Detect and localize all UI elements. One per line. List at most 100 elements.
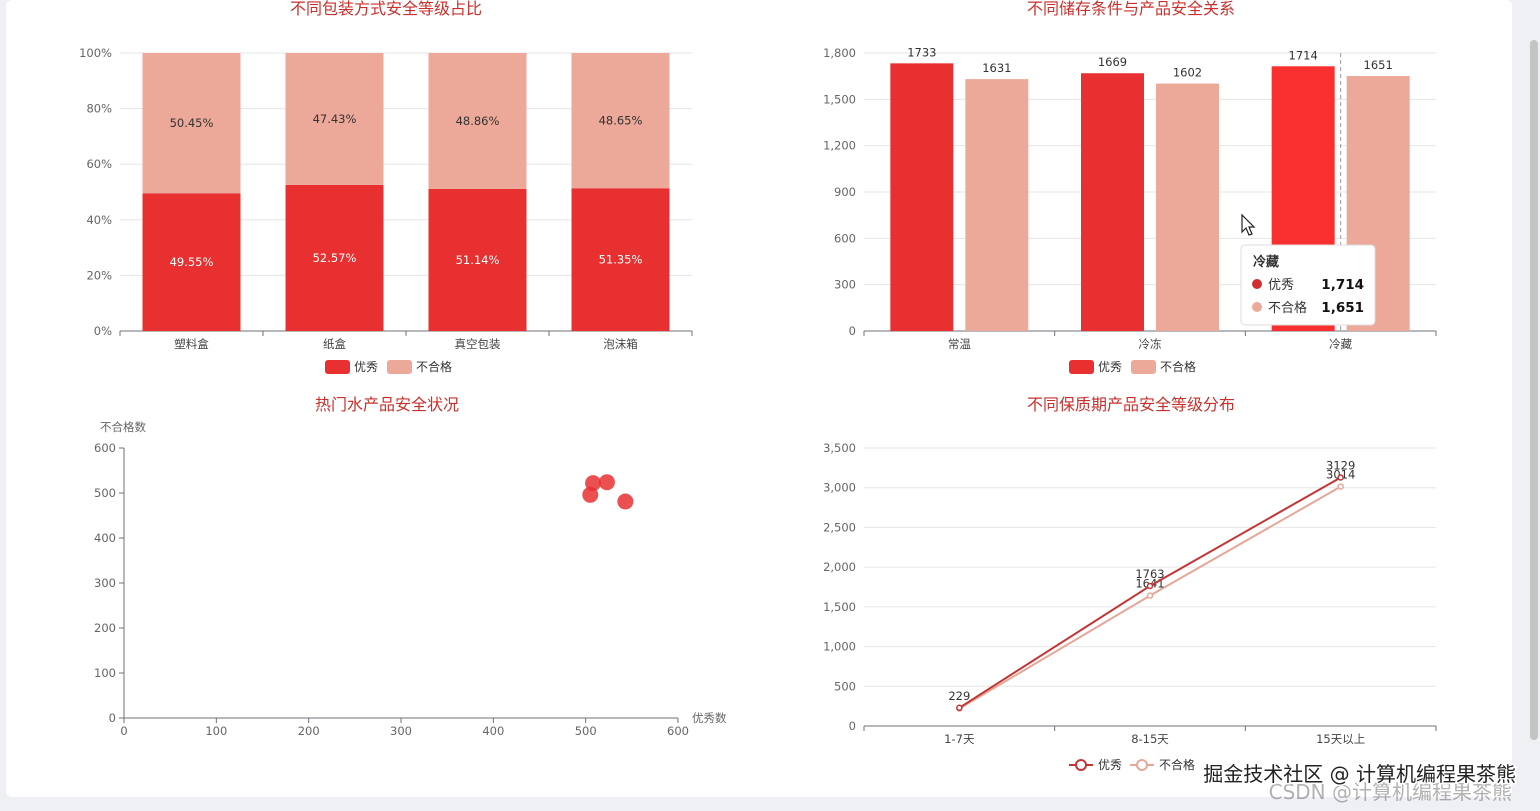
- watermark-juejin: 掘金技术社区 @ 计算机编程果茶熊: [1203, 762, 1516, 786]
- x-tick-label: 泡沫箱: [603, 337, 638, 351]
- data-label-excellent: 51.35%: [599, 253, 643, 267]
- data-label-fail: 1651: [1364, 58, 1393, 72]
- y-tick-label: 40%: [86, 213, 112, 227]
- data-label-excellent: 229: [948, 689, 970, 703]
- legend-fail-label: 不合格: [1159, 757, 1195, 772]
- chart-shelf-life: 不同保质期产品安全等级分布 0 500 1,000 1,500 2,000 2,500 3,0…: [823, 395, 1437, 772]
- data-label-fail: 47.43%: [313, 112, 357, 126]
- x-tick-label: 100: [205, 724, 227, 738]
- data-label-excellent: 1733: [907, 45, 936, 59]
- legend-excellent-label: 优秀: [1098, 360, 1122, 374]
- y-tick-label: 3,000: [823, 481, 856, 495]
- data-label-excellent: 1763: [1135, 567, 1164, 581]
- scatter-point: [582, 486, 599, 503]
- legend-excellent-label: 优秀: [1098, 758, 1122, 772]
- line-point: [1337, 483, 1344, 490]
- data-label-excellent: 3129: [1326, 458, 1355, 472]
- bar-fail: [965, 79, 1029, 332]
- data-label-fail: 48.86%: [456, 114, 500, 128]
- y-tick-label: 0: [109, 711, 116, 725]
- tooltip-series-value: 1,651: [1321, 300, 1364, 316]
- data-label-fail: 48.65%: [599, 114, 643, 128]
- tooltip-title: 冷藏: [1253, 254, 1279, 270]
- x-tick-label: 200: [298, 724, 320, 738]
- y-tick-label: 3,500: [823, 441, 856, 455]
- tooltip-series-name: 优秀: [1268, 278, 1294, 293]
- bar-excellent: [428, 188, 527, 331]
- x-tick-label: 15天以上: [1316, 732, 1365, 746]
- bar-fail: [571, 53, 670, 189]
- chart-seafood-title: 热门水产品安全状况: [315, 395, 459, 414]
- line-point: [1337, 474, 1344, 481]
- y-tick-label: 900: [834, 185, 856, 199]
- bar-fail: [285, 53, 384, 185]
- x-tick-label: 常温: [948, 337, 971, 351]
- x-tick-label: 1-7天: [944, 732, 975, 746]
- x-tick-label: 8-15天: [1131, 732, 1169, 746]
- tooltip-box: [1240, 244, 1376, 326]
- bar-excellent: [571, 188, 670, 331]
- scatter-point: [617, 493, 634, 510]
- legend-excellent-label: 优秀: [354, 360, 378, 374]
- bar-excellent: [285, 184, 384, 331]
- y-tick-label: 0%: [94, 324, 112, 338]
- chart-shelf-life-title: 不同保质期产品安全等级分布: [1027, 395, 1235, 414]
- x-tick-label: 塑料盒: [174, 337, 209, 351]
- x-tick-label: 冷藏: [1329, 337, 1352, 351]
- x-tick-label: 400: [482, 724, 504, 738]
- tooltip-series-name: 不合格: [1268, 300, 1307, 316]
- y-tick-label: 500: [834, 679, 856, 693]
- y-tick-label: 400: [94, 531, 116, 545]
- y-tick-label: 600: [834, 231, 856, 245]
- legend-fail-label: 不合格: [1160, 359, 1196, 374]
- data-label-excellent: 1669: [1098, 55, 1127, 69]
- line-point: [1146, 582, 1154, 590]
- tooltip-marker: [1252, 279, 1262, 289]
- y-tick-label: 80%: [86, 102, 112, 116]
- x-tick-label: 500: [575, 724, 597, 738]
- y-tick-label: 0: [849, 719, 856, 733]
- legend-excellent-swatch: [1069, 360, 1094, 374]
- bar-fail: [142, 53, 241, 194]
- legend-excellent-swatch: [325, 360, 350, 374]
- y-tick-label: 1,500: [823, 600, 856, 614]
- data-label-excellent: 51.14%: [456, 253, 500, 267]
- x-tick-label: 300: [390, 724, 412, 738]
- y-tick-label: 1,000: [823, 640, 856, 654]
- x-tick-label: 纸盒: [323, 337, 346, 351]
- line-point: [1146, 592, 1154, 599]
- chart-storage-title: 不同储存条件与产品安全关系: [1027, 0, 1235, 18]
- y-tick-label: 300: [834, 278, 856, 292]
- x-axis-title: 优秀数: [692, 711, 727, 725]
- y-tick-label: 500: [94, 486, 116, 500]
- mouse-cursor-icon: [1241, 213, 1256, 236]
- y-tick-label: 100: [94, 666, 116, 680]
- bar-excellent: [142, 193, 241, 331]
- legend-excellent-marker: [1075, 759, 1087, 771]
- bar-excellent: [890, 63, 954, 331]
- x-tick-label: 600: [667, 724, 689, 738]
- data-label-excellent: 1714: [1289, 48, 1318, 62]
- data-label-fail: 50.45%: [170, 116, 214, 130]
- y-tick-label: 2,500: [823, 520, 856, 534]
- y-tick-label: 60%: [86, 157, 112, 171]
- bar-fail: [428, 53, 527, 189]
- y-tick-label: 0: [849, 324, 856, 338]
- legend-fail-marker: [1136, 759, 1148, 771]
- bar-excellent: [1081, 73, 1144, 331]
- y-tick-label: 1,800: [823, 46, 856, 60]
- x-tick-label: 冷冻: [1139, 337, 1162, 351]
- x-tick-label: 0: [120, 724, 127, 738]
- y-tick-label: 600: [94, 441, 116, 455]
- scatter-point: [598, 474, 615, 491]
- legend-fail-label: 不合格: [416, 359, 452, 374]
- line-point: [956, 704, 963, 712]
- chart-packaging: 不同包装方式安全等级占比 0% 20% 40% 60% 80% 100% 49.55% 50.4…: [79, 0, 693, 374]
- data-label-excellent: 52.57%: [313, 251, 357, 265]
- y-tick-label: 300: [94, 576, 116, 590]
- vertical-scrollbar[interactable]: [1530, 40, 1538, 740]
- y-tick-label: 1,200: [823, 139, 856, 153]
